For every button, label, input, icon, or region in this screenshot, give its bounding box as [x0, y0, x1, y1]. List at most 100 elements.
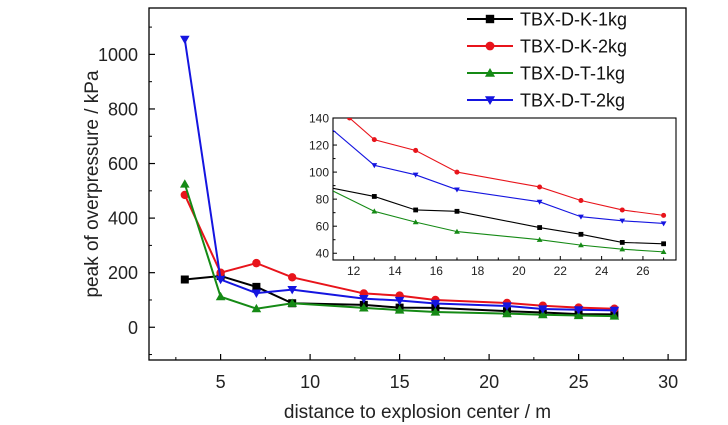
inset-series-3-point-6 — [578, 242, 584, 248]
inset-x-tick-label-22: 22 — [554, 264, 568, 278]
inset-series-2-point-6 — [578, 197, 584, 204]
inset-series-1-point-5 — [537, 225, 543, 230]
series-1-point-3 — [252, 282, 261, 291]
inset-series-1-point-8 — [661, 241, 667, 247]
series-4-point-2 — [215, 275, 226, 285]
inset-series-1-point-6 — [578, 231, 584, 237]
inset-series-1-point-7 — [619, 240, 625, 245]
y-tick-label-800: 800 — [108, 99, 138, 119]
inset-x-tick-label-16: 16 — [430, 264, 444, 278]
x-tick-label-25: 25 — [569, 372, 589, 392]
inset-series-1-point-3 — [413, 207, 419, 213]
inset-series-4-point-4 — [454, 187, 460, 193]
series-4-point-5 — [359, 295, 369, 304]
inset-x-tick-label-26: 26 — [636, 264, 650, 278]
series-3-point-2 — [215, 291, 226, 301]
series-4-point-7 — [430, 299, 441, 309]
series-4-point-10 — [573, 306, 584, 315]
y-axis-title: peak of overpressure / kPa — [82, 70, 103, 297]
inset-series-line-3 — [333, 190, 664, 253]
inset-series-3-point-4 — [454, 228, 460, 234]
inset-series-line-4 — [333, 129, 664, 225]
series-3-point-1 — [180, 179, 190, 188]
inset-series-2-point-5 — [537, 184, 543, 190]
series-4-point-4 — [287, 286, 297, 295]
inset-plot: 12 14 16 18 20 22 24 26 40 60 80 100 120 140 — [309, 112, 677, 278]
inset-series-3-point-5 — [536, 236, 543, 242]
legend-marker-2 — [485, 41, 495, 51]
y-tick-label-400: 400 — [108, 209, 138, 229]
series-4-point-8 — [502, 302, 512, 311]
inset-series-line-1 — [333, 187, 664, 245]
inset-x-tick-label-12: 12 — [347, 264, 361, 278]
inset-series-2-point-2 — [371, 137, 377, 143]
inset-series-4-point-6 — [578, 214, 584, 220]
inset-series-3-point-2 — [371, 208, 378, 214]
legend-marker-1 — [485, 14, 495, 24]
series-3-point-5 — [359, 303, 369, 312]
legend-label-4: TBX-D-T-2kg — [520, 91, 625, 111]
x-tick-label-20: 20 — [479, 372, 499, 392]
inset-series-group — [333, 118, 667, 255]
inset-series-3-point-8 — [660, 249, 667, 255]
legend-marker-3 — [484, 67, 496, 77]
inset-x-tick-label-24: 24 — [595, 264, 609, 278]
main-plot: 5 10 15 20 25 30 0 200 400 600 800 1000 — [98, 7, 687, 392]
inset-y-tick-label-100: 100 — [309, 166, 329, 180]
plot-frame — [148, 7, 687, 361]
inset-y-tick-label-140: 140 — [309, 112, 329, 126]
series-3-point-6 — [394, 305, 405, 314]
series-3-point-3 — [251, 303, 262, 313]
inset-series-3-point-7 — [619, 246, 626, 252]
inset-y-tick-label-60: 60 — [316, 220, 330, 234]
y-tick-label-0: 0 — [128, 318, 138, 338]
y-tick-label-1000: 1000 — [98, 45, 138, 65]
series-4-point-9 — [538, 305, 548, 314]
series-1-point-1 — [180, 275, 189, 284]
series-3-point-11 — [609, 311, 620, 320]
inset-series-2-point-7 — [619, 207, 625, 213]
inset-x-tick-label-18: 18 — [471, 264, 485, 278]
series-2-point-3 — [252, 258, 261, 268]
series-4-point-6 — [394, 296, 405, 306]
inset-series-4-point-3 — [412, 172, 419, 178]
y-tick-label-600: 600 — [108, 154, 138, 174]
legend-label-1: TBX-D-K-1kg — [520, 10, 627, 30]
series-3-point-7 — [430, 307, 441, 316]
inset-series-2-point-1 — [347, 118, 353, 121]
inset-x-tick-label-20: 20 — [512, 264, 526, 278]
inset-series-4-point-2 — [371, 163, 378, 169]
inset-series-1-point-2 — [371, 194, 377, 199]
x-axis-title: distance to explosion center / m — [284, 402, 551, 423]
series-3-point-8 — [502, 308, 512, 318]
legend-label-2: TBX-D-K-2kg — [520, 37, 627, 57]
inset-series-3-point-3 — [412, 219, 419, 225]
series-3-point-10 — [573, 310, 584, 320]
x-tick-label-5: 5 — [216, 372, 226, 392]
inset-series-2-point-8 — [661, 212, 667, 218]
x-tick-label-15: 15 — [390, 372, 410, 392]
inset-y-tick-label-40: 40 — [316, 247, 330, 261]
inset-series-4-point-5 — [536, 199, 543, 205]
series-2-point-4 — [288, 273, 297, 282]
inset-series-4-point-8 — [660, 221, 667, 227]
inset-frame — [332, 117, 677, 261]
series-4-point-3 — [251, 289, 262, 298]
inset-x-tick-label-14: 14 — [388, 264, 402, 278]
inset-series-1-point-4 — [454, 208, 460, 214]
inset-y-tick-label-120: 120 — [309, 139, 329, 153]
x-tick-label-10: 10 — [300, 372, 320, 392]
series-3-point-4 — [287, 298, 297, 307]
series-3-point-9 — [538, 309, 548, 319]
series-4-point-1 — [180, 35, 190, 45]
inset-series-4-point-7 — [619, 218, 626, 224]
inset-series-line-2 — [349, 118, 664, 216]
legend: TBX-D-K-1kg TBX-D-K-2kg TBX-D-T-1kg TBX-D-T… — [467, 10, 627, 111]
inset-y-tick-label-80: 80 — [316, 193, 330, 207]
x-tick-label-30: 30 — [658, 372, 678, 392]
inset-series-2-point-3 — [413, 147, 419, 153]
legend-marker-4 — [484, 96, 496, 106]
series-4-point-11 — [609, 306, 620, 316]
legend-label-3: TBX-D-T-1kg — [520, 64, 625, 84]
